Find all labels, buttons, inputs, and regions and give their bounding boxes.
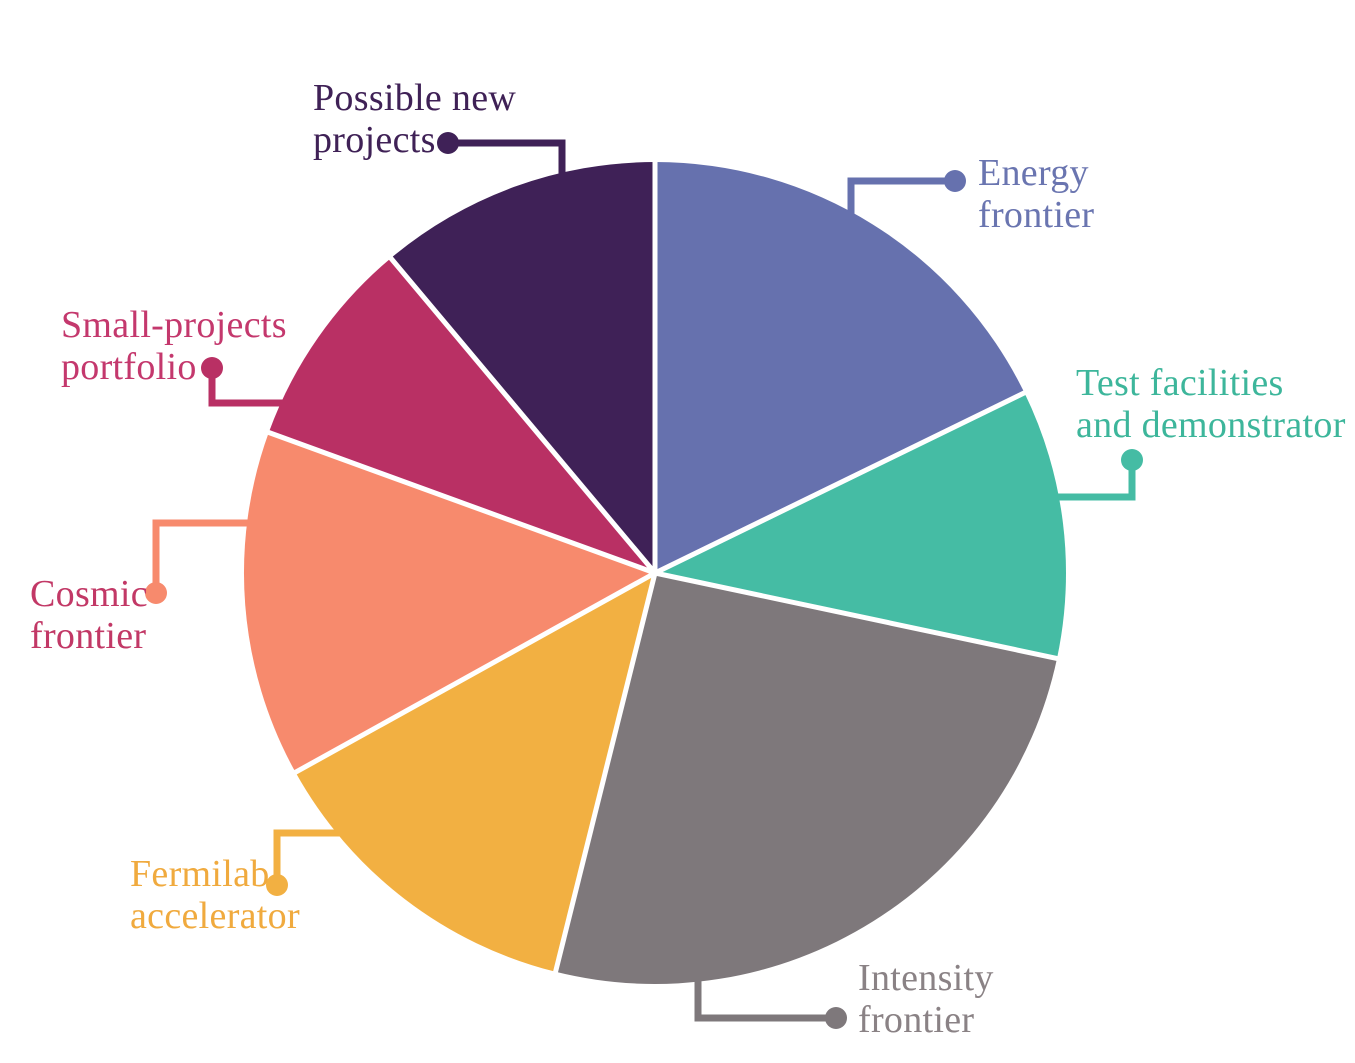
pie-slice-possible-new-projects — [390, 162, 655, 573]
slice-separator — [654, 570, 1059, 662]
slice-separator — [266, 429, 656, 576]
label-cosmic-frontier: Cosmic frontier — [30, 573, 148, 657]
label-intensity-frontier-line1: Intensity — [858, 957, 994, 999]
label-intensity-frontier-line2: frontier — [858, 999, 975, 1041]
leader-dot-possible-new-projects — [437, 132, 459, 154]
label-cosmic-frontier-line1: Cosmic — [30, 573, 148, 615]
label-cosmic-frontier-line2: frontier — [30, 615, 147, 657]
slice-separator — [653, 390, 1027, 576]
leader-line-energy-frontier — [847, 177, 955, 218]
leader-dot-energy-frontier — [944, 170, 966, 192]
pie-slice-small-projects — [268, 258, 655, 573]
label-energy-frontier-line1: Energy — [978, 152, 1089, 194]
pie-slice-fermilab-accelerator — [295, 573, 655, 972]
leader-line-intensity-frontier — [694, 978, 836, 1022]
slice-separator — [293, 570, 657, 775]
pie-slice-energy-frontier — [655, 161, 1025, 573]
leader-dot-cosmic-frontier — [145, 582, 167, 604]
label-test-facilities: Test facilities and demonstrator — [1076, 362, 1346, 446]
leader-dot-intensity-frontier — [825, 1007, 847, 1029]
label-possible-new-projects: Possible new projects — [313, 77, 516, 161]
label-fermilab-accelerator-line2: accelerator — [130, 895, 300, 937]
label-small-projects-line2: portfolio — [61, 346, 197, 388]
leader-line-cosmic-frontier — [152, 519, 252, 593]
label-small-projects: Small-projects portfolio — [61, 304, 287, 388]
leader-dot-test-facilities — [1121, 449, 1143, 471]
label-intensity-frontier: Intensity frontier — [858, 957, 994, 1041]
label-energy-frontier: Energy frontier — [978, 152, 1094, 236]
leader-line-test-facilities — [1052, 460, 1136, 501]
leader-line-small-projects — [208, 368, 287, 407]
pie-slice-intensity-frontier — [555, 573, 1057, 984]
pie-slice-cosmic-frontier — [243, 432, 655, 773]
leader-dot-fermilab-accelerator — [266, 874, 288, 896]
label-test-facilities-line1: Test facilities — [1076, 362, 1284, 404]
leader-line-possible-new-projects — [448, 139, 566, 180]
label-fermilab-accelerator: Fermilab accelerator — [130, 853, 300, 937]
label-energy-frontier-line2: frontier — [978, 194, 1095, 236]
pie-slice-test-facilities — [655, 392, 1066, 659]
label-fermilab-accelerator-line1: Fermilab — [130, 853, 270, 895]
slice-separator — [388, 255, 657, 575]
label-test-facilities-line2: and demonstrator — [1076, 404, 1346, 446]
leader-dot-small-projects — [201, 357, 223, 379]
label-possible-new-projects-line1: Possible new — [313, 77, 517, 119]
label-possible-new-projects-line2: projects — [313, 119, 436, 161]
leader-line-fermilab-accelerator — [273, 829, 342, 885]
label-small-projects-line1: Small-projects — [61, 304, 287, 346]
slice-separator — [552, 572, 658, 974]
